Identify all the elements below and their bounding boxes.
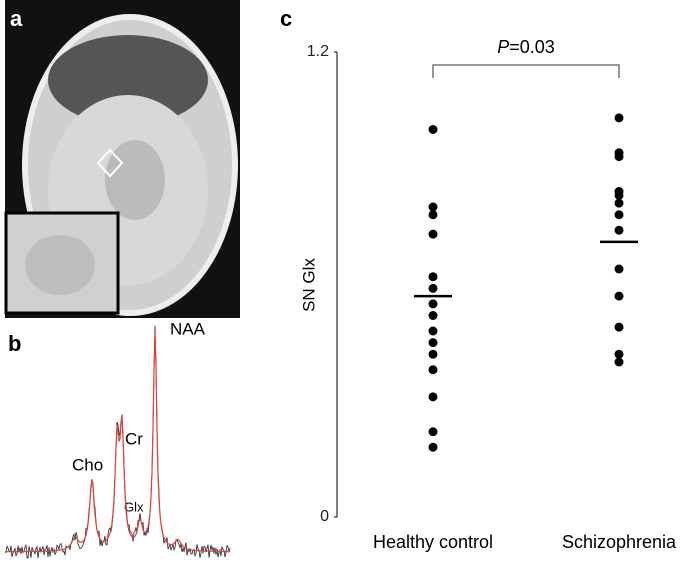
data-point (428, 272, 438, 282)
data-point (614, 113, 624, 123)
y-tick-label: 0 (320, 508, 329, 525)
data-point (614, 291, 624, 301)
data-point (428, 427, 438, 437)
spectrum-noise (4, 325, 231, 559)
data-point (428, 283, 438, 293)
data-point (614, 198, 624, 208)
mri-panel: a (4, 0, 240, 318)
data-point (614, 210, 624, 220)
data-point (428, 229, 438, 239)
p-symbol: P (497, 37, 509, 57)
data-point (614, 225, 624, 235)
panel-label: c (280, 6, 292, 31)
data-point (614, 190, 624, 200)
data-point (428, 392, 438, 402)
y-axis-label: SN Glx (299, 258, 318, 312)
data-point (428, 202, 438, 212)
data-point (428, 365, 438, 375)
spectrum-panel: b NAA Cr Cho Glx (4, 319, 231, 559)
panel-label: a (10, 6, 23, 31)
data-point (428, 299, 438, 309)
peak-label: Cr (125, 429, 143, 448)
panel-label: b (8, 331, 21, 356)
data-point (428, 125, 438, 134)
significance-bracket (432, 64, 620, 78)
data-point (428, 349, 438, 359)
x-tick-label: Healthy control (373, 532, 493, 552)
p-value: P=0.03 (497, 37, 555, 57)
p-text: =0.03 (509, 37, 555, 57)
spectrum-fit (5, 331, 230, 553)
data-point (614, 322, 624, 332)
data-point (614, 357, 624, 367)
data-point (614, 152, 624, 162)
peak-label: NAA (170, 319, 206, 338)
data-point (428, 338, 438, 348)
y-tick-label: 1.2 (307, 43, 329, 60)
data-point (428, 326, 438, 336)
peak-label: Cho (72, 455, 103, 474)
peak-label: Glx (124, 499, 144, 514)
data-point (428, 210, 438, 220)
data-point (614, 349, 624, 359)
data-point (614, 264, 624, 274)
data-point (428, 442, 438, 452)
data-point (428, 311, 438, 320)
x-tick-label: Schizophrenia (562, 532, 677, 552)
